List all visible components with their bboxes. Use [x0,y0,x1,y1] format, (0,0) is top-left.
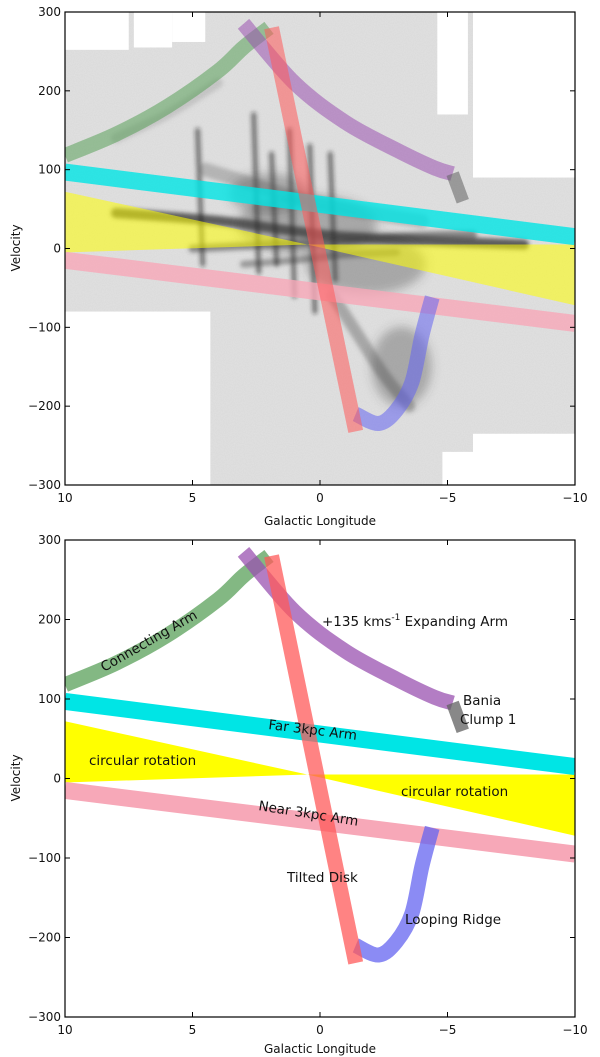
top-ytick-label: −200 [28,399,61,413]
label-expanding-arm-sup: -1 [391,613,400,623]
bottom-xlabel: Galactic Longitude [264,1042,376,1056]
bottom-tilted-disk-band [264,554,364,965]
bottom-ylabel: Velocity [9,754,23,801]
top-ytick-label: 0 [53,242,61,256]
top-xtick-label: −10 [562,491,587,505]
top-xtick-label: −5 [439,491,457,505]
top-ylabel: Velocity [9,224,23,271]
label-looping-ridge: Looping Ridge [405,912,501,928]
bottom-ytick-label: −300 [28,1010,61,1024]
label-tilted-disk: Tilted Disk [286,870,358,886]
label-circular-left: circular rotation [89,753,196,769]
top-xtick-label: 5 [189,491,197,505]
top-ytick-label: 200 [38,84,61,98]
top-ytick-label: 300 [38,5,61,19]
bottom-far-3kpc-arm-band [65,692,575,776]
bottom-ytick-label: −200 [28,931,61,945]
top-xlabel: Galactic Longitude [264,514,376,528]
top-xtick-label: 0 [316,491,324,505]
map-gap [473,12,575,178]
bottom-ytick-label: 0 [53,772,61,786]
top-far-3kpc-arm-band [65,163,575,246]
top-ytick-label: −100 [28,320,61,334]
top-xtick-label: 10 [57,491,72,505]
bottom-features [65,547,575,965]
top-ytick-label: −300 [28,478,61,492]
top-ytick-label: 100 [38,163,61,177]
label-connecting-arm: Connecting Arm [98,607,200,675]
map-gap [133,12,173,48]
label-expanding-arm-suffix: Expanding Arm [400,614,508,630]
top-tilted-disk-band [264,26,364,433]
label-expanding-arm-prefix: +135 kms [322,614,391,630]
bottom-xtick-label: 0 [316,1023,324,1037]
map-gap [172,12,206,42]
top-circular-rotation-area [65,191,575,306]
bottom-ytick-label: −100 [28,851,61,865]
label-bania-line2: Clump 1 [460,712,516,728]
bottom-looping-ridge-band [352,825,440,963]
label-bania-line1: Bania [463,693,501,709]
map-gap [442,451,473,485]
label-circular-right: circular rotation [401,784,508,800]
top-panel: 10 5 0 −5 −10 300 200 100 0 −100 −200 −300 Galactic… [9,5,588,528]
bottom-ytick-label: 200 [38,613,61,627]
bottom-connecting-arm-band [65,549,274,692]
top-bania-clump-1-band [446,171,469,204]
bottom-xtick-label: 5 [189,1023,197,1037]
bottom-bania-clump-1-band [446,700,469,734]
top-ticks: 10 5 0 −5 −10 300 200 100 0 −100 −200 −300 [28,5,588,505]
map-gap [473,433,575,485]
bottom-panel: 10 5 0 −5 −10 300 200 100 0 −100 −200 −300 Galactic… [9,533,588,1056]
bottom-xtick-label: −5 [439,1023,457,1037]
bottom-ticks: 10 5 0 −5 −10 300 200 100 0 −100 −200 −300 [28,533,588,1037]
bottom-ytick-label: 300 [38,533,61,547]
top-looping-ridge-band [352,295,440,432]
bottom-circular-rotation-area [65,721,575,836]
map-gap [65,311,211,485]
bottom-xtick-label: 10 [57,1023,72,1037]
map-gap [65,12,129,50]
top-connecting-arm-band [65,21,274,163]
label-expanding-arm: +135 kms-1 Expanding Arm [322,613,508,630]
bottom-xtick-label: −10 [562,1023,587,1037]
map-gap [437,12,468,115]
top-features [65,18,575,433]
bottom-ytick-label: 100 [38,692,61,706]
